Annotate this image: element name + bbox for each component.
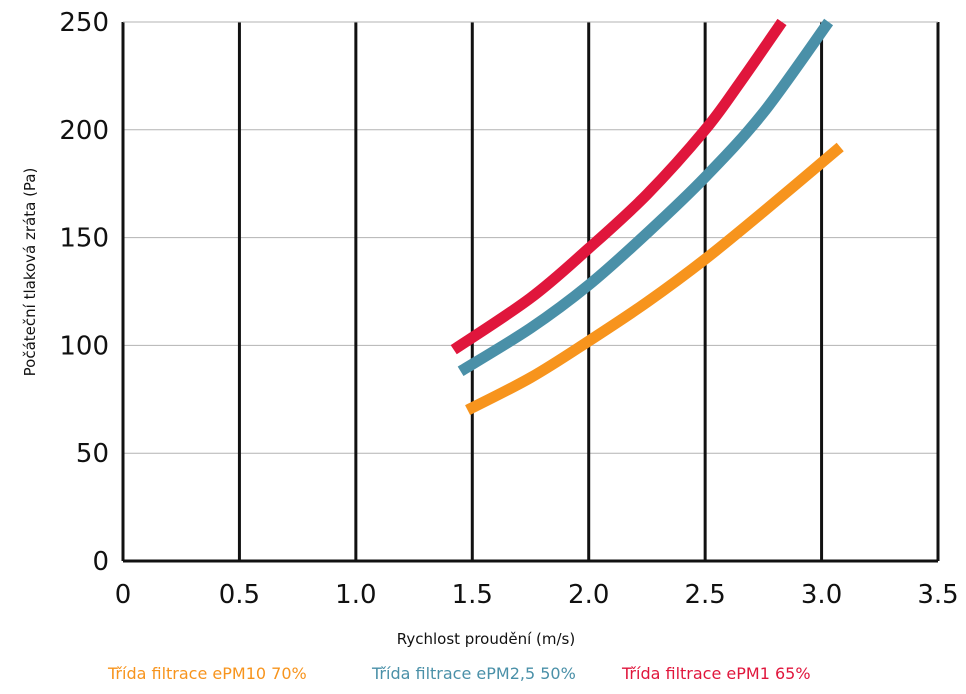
y-tick-label: 50 [76, 439, 109, 469]
x-tick-label: 3.5 [917, 580, 958, 610]
legend-entry-epm1: Třída filtrace ePM1 65% [622, 664, 811, 683]
x-tick-labels: 0 0.5 1.0 1.5 2.0 2.5 3.0 3.5 [115, 580, 959, 610]
y-tick-label: 250 [59, 8, 109, 38]
series-line-2 [450, 18, 787, 355]
y-tick-label: 100 [59, 331, 109, 361]
x-axis-title: Rychlost proudění (m/s) [397, 630, 575, 648]
x-tick-label: 2.5 [684, 580, 725, 610]
y-tick-label: 150 [59, 224, 109, 254]
y-tick-label: 0 [92, 547, 109, 577]
x-tick-label: 0 [115, 580, 132, 610]
y-tick-label: 200 [59, 116, 109, 146]
legend-entry-epm10: Třída filtrace ePM10 70% [108, 664, 307, 683]
x-tick-label: 2.0 [568, 580, 609, 610]
y-axis-title: Počáteční tlaková zráta (Pa) [21, 168, 39, 377]
legend: Třída filtrace ePM10 70% Třída filtrace … [0, 664, 966, 690]
plot-frame [121, 21, 940, 563]
series-line-0 [465, 142, 844, 415]
grid [123, 22, 938, 561]
series-line-1 [457, 18, 834, 376]
x-tick-label: 3.0 [801, 580, 842, 610]
legend-entry-epm2-5: Třída filtrace ePM2,5 50% [372, 664, 576, 683]
series-lines [450, 18, 844, 415]
x-tick-label: 0.5 [219, 580, 260, 610]
y-tick-labels: 0 50 100 150 200 250 [59, 8, 109, 577]
x-tick-label: 1.5 [452, 580, 493, 610]
x-tick-label: 1.0 [335, 580, 376, 610]
